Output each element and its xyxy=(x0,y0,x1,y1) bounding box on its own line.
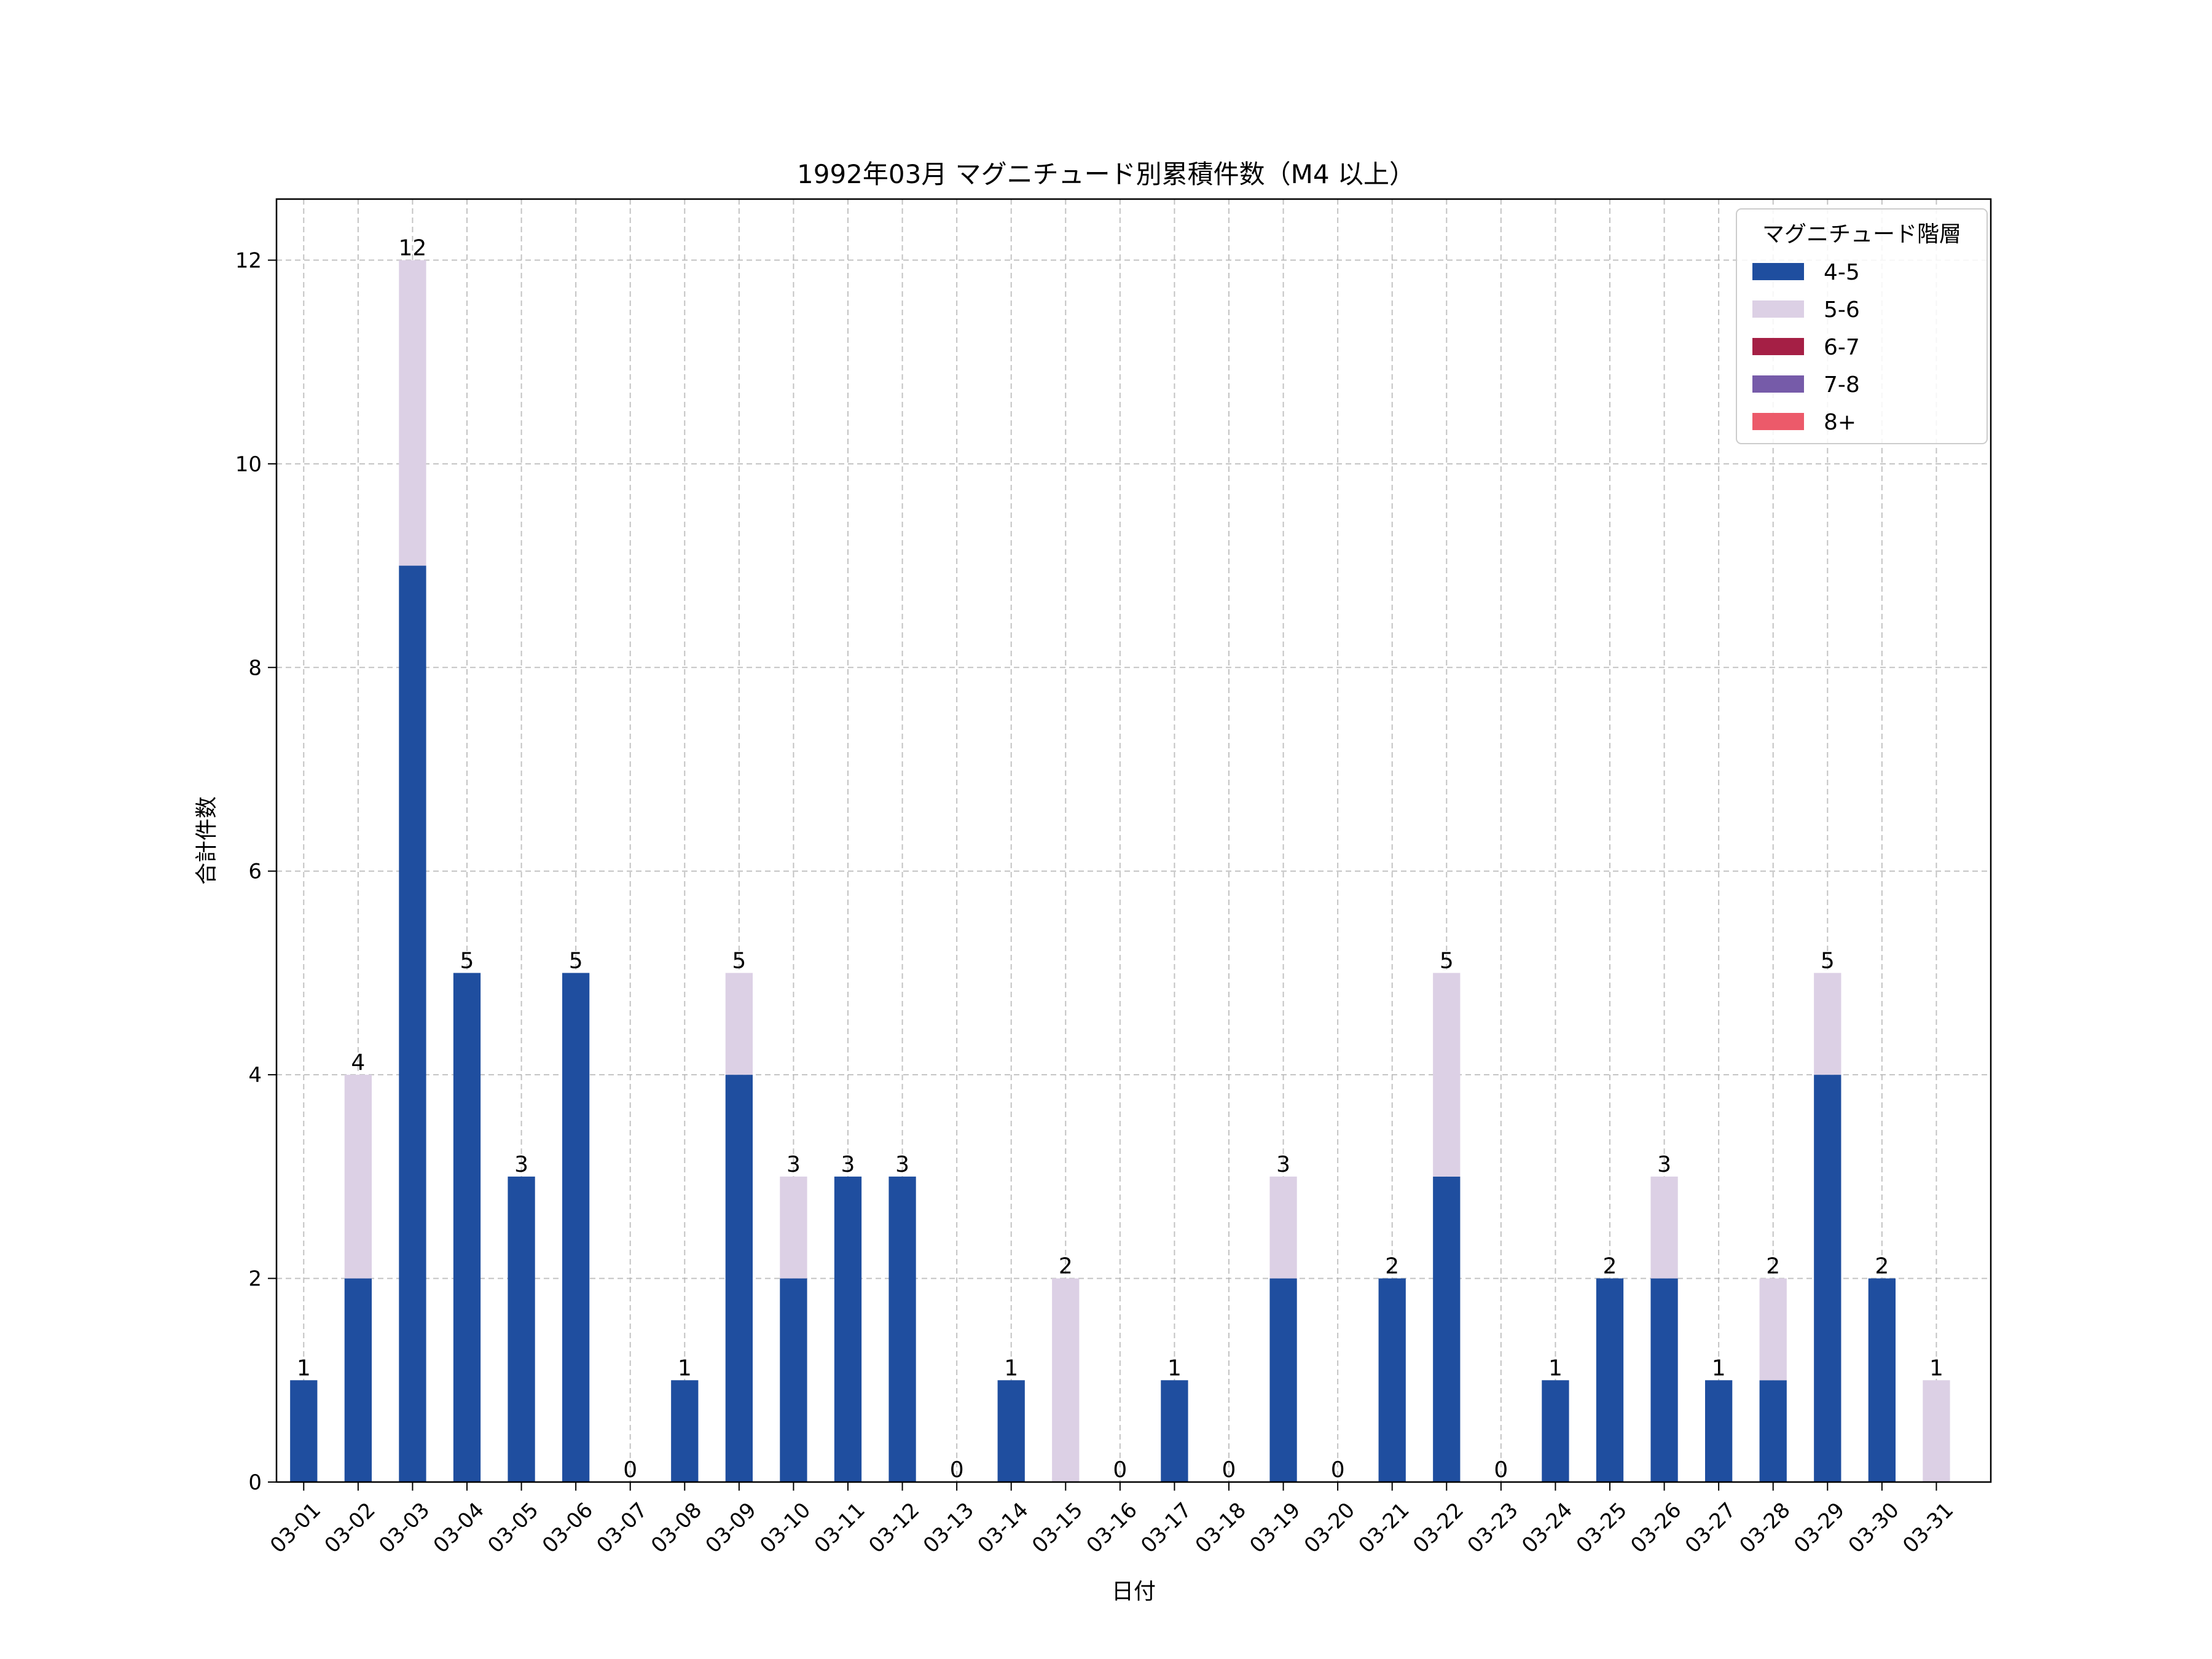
bar-total-label: 2 xyxy=(1059,1254,1073,1279)
legend-label: 6-7 xyxy=(1824,335,1860,360)
y-tick-label: 0 xyxy=(248,1470,262,1495)
legend-swatch xyxy=(1752,413,1804,430)
bar-segment xyxy=(1433,1176,1461,1482)
x-axis-label: 日付 xyxy=(1112,1579,1156,1604)
bar-segment xyxy=(1542,1380,1569,1482)
bar-total-label: 1 xyxy=(1712,1355,1726,1381)
bar-segment xyxy=(1923,1380,1950,1482)
bar-segment xyxy=(508,1176,535,1482)
y-tick-label: 8 xyxy=(248,656,262,680)
bar-segment xyxy=(834,1176,862,1482)
bar-total-label: 0 xyxy=(623,1457,637,1483)
bar-segment xyxy=(1378,1278,1406,1482)
bar-segment xyxy=(1814,1075,1841,1482)
bar-total-label: 3 xyxy=(895,1152,909,1177)
bar-total-label: 0 xyxy=(1222,1457,1236,1483)
bar-segment xyxy=(344,1278,372,1482)
bar-segment xyxy=(290,1380,318,1482)
y-axis-label: 合計件数 xyxy=(194,796,219,885)
bar-segment xyxy=(725,973,753,1075)
bar-segment xyxy=(344,1075,372,1279)
y-tick-label: 12 xyxy=(235,248,262,273)
bar-total-label: 2 xyxy=(1766,1254,1780,1279)
bar-total-label: 2 xyxy=(1385,1254,1399,1279)
bar-total-label: 1 xyxy=(678,1355,692,1381)
bar-total-label: 5 xyxy=(732,948,746,973)
legend: マグニチュード階層 4-5 5-6 6-7 7-8 8+ xyxy=(1736,208,1988,444)
bar-total-label: 4 xyxy=(351,1050,365,1075)
bar-segment xyxy=(1650,1176,1678,1279)
bar-total-label: 1 xyxy=(297,1355,311,1381)
bar-total-label: 1 xyxy=(1004,1355,1018,1381)
bar-total-label: 0 xyxy=(1331,1457,1345,1483)
bar-total-label: 3 xyxy=(514,1152,528,1177)
bar-segment xyxy=(1814,973,1841,1075)
bar-total-label: 0 xyxy=(1113,1457,1127,1483)
bar-segment xyxy=(1269,1278,1297,1482)
bars-layer xyxy=(290,260,1950,1482)
legend-swatch xyxy=(1752,300,1804,318)
y-tick-label: 10 xyxy=(235,452,262,477)
chart-title: 1992年03月 マグニチュード別累積件数（M4 以上） xyxy=(797,159,1415,189)
bar-segment xyxy=(780,1176,807,1279)
y-tick-label: 6 xyxy=(248,860,262,884)
y-tick-label: 2 xyxy=(248,1267,262,1292)
bar-total-label: 5 xyxy=(1821,948,1835,973)
bar-segment xyxy=(1650,1278,1678,1482)
bar-total-label: 3 xyxy=(786,1152,801,1177)
bar-segment xyxy=(399,260,426,566)
y-tick-label: 4 xyxy=(248,1063,262,1088)
bar-segment xyxy=(1759,1278,1787,1381)
bar-segment xyxy=(1269,1176,1297,1279)
bar-segment xyxy=(671,1380,699,1482)
bar-total-label: 1 xyxy=(1167,1355,1182,1381)
bar-segment xyxy=(1705,1380,1733,1482)
bar-segment xyxy=(888,1176,916,1482)
bar-total-label: 5 xyxy=(1440,948,1454,973)
bar-total-label: 3 xyxy=(841,1152,855,1177)
plot-frame xyxy=(275,198,1992,1483)
bar-total-label: 3 xyxy=(1276,1152,1290,1177)
bar-segment xyxy=(1161,1380,1188,1482)
bar-total-label: 5 xyxy=(460,948,474,973)
legend-label: 4-5 xyxy=(1824,260,1860,285)
bar-total-label: 0 xyxy=(950,1457,964,1483)
bar-total-label: 12 xyxy=(399,235,427,261)
bar-total-label: 0 xyxy=(1494,1457,1508,1483)
bar-total-label: 2 xyxy=(1875,1254,1889,1279)
bar-total-label: 5 xyxy=(569,948,583,973)
legend-swatch xyxy=(1752,338,1804,355)
bar-segment xyxy=(1759,1380,1787,1482)
bar-segment xyxy=(780,1278,807,1482)
y-axis: 0 2 4 6 8 10 12 xyxy=(235,248,276,1495)
bar-segment xyxy=(1596,1278,1624,1482)
bar-segment xyxy=(453,973,481,1482)
bar-segment xyxy=(399,565,426,1482)
bar-segment xyxy=(1433,973,1461,1177)
bar-segment xyxy=(562,973,590,1482)
legend-label: 7-8 xyxy=(1824,372,1860,398)
legend-entries: 4-5 5-6 6-7 7-8 8+ xyxy=(1752,260,1860,435)
bar-total-label: 3 xyxy=(1657,1152,1671,1177)
legend-swatch xyxy=(1752,375,1804,393)
legend-swatch xyxy=(1752,263,1804,280)
bar-total-label: 2 xyxy=(1603,1254,1617,1279)
legend-label: 8+ xyxy=(1824,410,1856,435)
bar-segment xyxy=(725,1075,753,1482)
legend-title: マグニチュード階層 xyxy=(1762,222,1961,247)
bar-total-label: 1 xyxy=(1548,1355,1563,1381)
bar-total-label: 1 xyxy=(1929,1355,1943,1381)
bar-segment xyxy=(1868,1278,1896,1482)
bar-segment xyxy=(997,1380,1025,1482)
bar-segment xyxy=(1052,1278,1080,1482)
legend-label: 5-6 xyxy=(1824,297,1860,323)
